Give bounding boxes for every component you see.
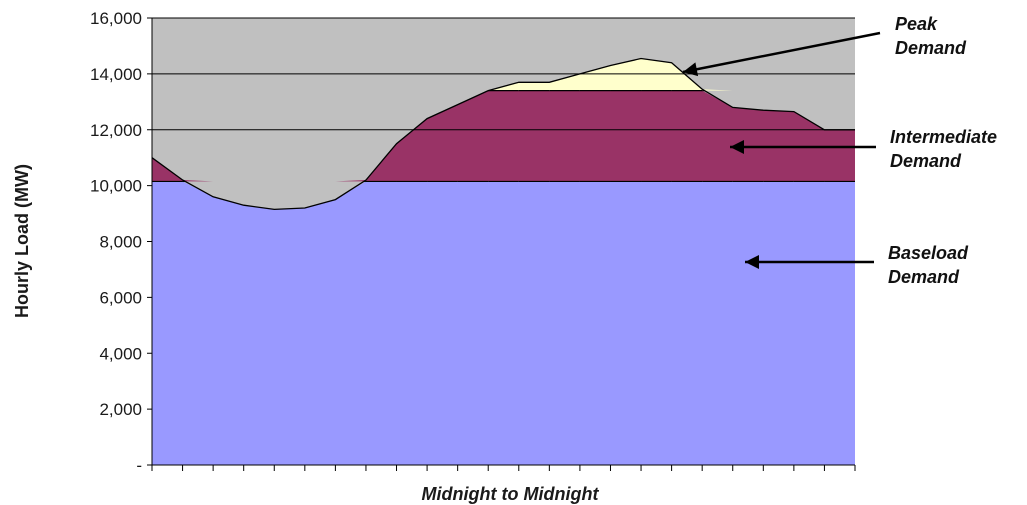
area-intermediate-demand [152, 90, 855, 182]
annotation-arrowhead [745, 255, 759, 269]
y-axis-title: Hourly Load (MW) [12, 164, 32, 318]
annotation-arrowhead [730, 140, 744, 154]
y-tick-label: 8,000 [99, 233, 142, 252]
annotation-label: Demand [890, 151, 962, 171]
axes: - 2,000 4,000 6,000 8,000 10,000 12,000 14,000 1… [90, 9, 856, 475]
y-tick-label: 10,000 [90, 177, 142, 196]
annotations: Peak Demand Intermediate Demand Baseload Dema… [682, 14, 997, 287]
annotation-label: Intermediate [890, 127, 997, 147]
y-tick-label: - [136, 456, 142, 475]
y-tick-label: 12,000 [90, 121, 142, 140]
y-tick-label: 16,000 [90, 9, 142, 28]
x-axis-title: Midnight to Midnight [422, 484, 600, 504]
annotation-label: Peak [895, 14, 938, 34]
plot-area [151, 17, 855, 465]
annotation-label: Demand [895, 38, 967, 58]
y-tick-label: 2,000 [99, 400, 142, 419]
y-tick-label: 4,000 [99, 344, 142, 363]
annotation-label: Demand [888, 267, 960, 287]
annotation-arrow [682, 31, 881, 74]
y-tick-label: 6,000 [99, 288, 142, 307]
area-peak-demand [152, 58, 855, 91]
annotation-label: Baseload [888, 243, 969, 263]
annotation-arrowhead [683, 62, 699, 77]
area-baseload-demand [152, 181, 855, 465]
y-tick-label: 14,000 [90, 65, 142, 84]
load-curve [151, 57, 855, 211]
